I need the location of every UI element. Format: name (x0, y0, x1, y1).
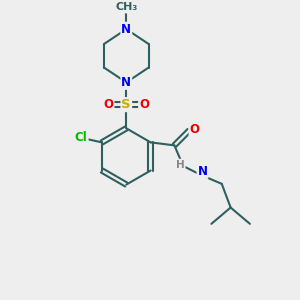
Text: O: O (103, 98, 113, 111)
Text: N: N (121, 22, 131, 36)
Text: S: S (122, 98, 131, 111)
Text: CH₃: CH₃ (115, 2, 137, 13)
Text: Cl: Cl (75, 131, 88, 145)
Text: O: O (190, 123, 200, 136)
Text: O: O (139, 98, 149, 111)
Text: N: N (121, 76, 131, 89)
Text: N: N (197, 165, 208, 178)
Text: H: H (176, 160, 185, 170)
